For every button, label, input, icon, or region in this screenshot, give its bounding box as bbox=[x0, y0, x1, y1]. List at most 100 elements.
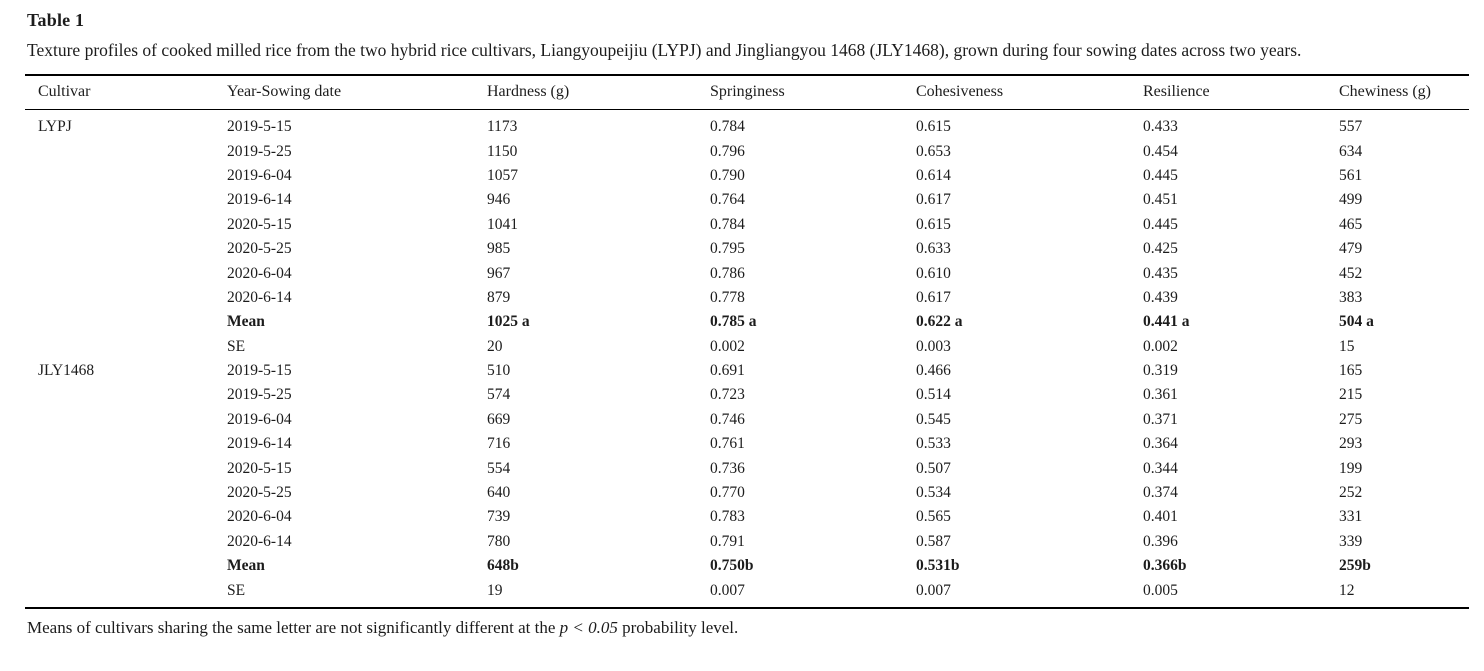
table-cell: 19 bbox=[487, 581, 503, 599]
table-cell: 20 bbox=[487, 337, 503, 355]
table-cell: 0.441 a bbox=[1143, 313, 1190, 331]
table-cell: 2019-6-14 bbox=[227, 435, 292, 453]
table-cell bbox=[25, 164, 214, 188]
table-cell: 259b bbox=[1339, 557, 1371, 575]
table-cell: 0.778 bbox=[710, 288, 745, 306]
table-row: 2019-6-14 716 0.761 0.533 0.364 293 bbox=[25, 432, 1469, 456]
table-cell: 0.435 bbox=[1143, 264, 1178, 282]
table-cell: 554 bbox=[487, 459, 511, 477]
column-header: Year-Sowing date bbox=[214, 75, 474, 110]
table-cell: 0.653 bbox=[916, 142, 951, 160]
table-cell: 2020-6-14 bbox=[227, 288, 292, 306]
table-cell: 946 bbox=[487, 191, 511, 209]
table-row: Mean 648b 0.750b 0.531b 0.366b 259b bbox=[25, 554, 1469, 578]
table-row: 2020-6-04 739 0.783 0.565 0.401 331 bbox=[25, 505, 1469, 529]
table-cell: 504 a bbox=[1339, 313, 1374, 331]
table-cell: 0.786 bbox=[710, 264, 745, 282]
table-cell: 0.784 bbox=[710, 118, 745, 136]
table-cell: 0.454 bbox=[1143, 142, 1178, 160]
table-cell: 0.361 bbox=[1143, 386, 1178, 404]
table-cell: 0.796 bbox=[710, 142, 745, 160]
table-number-title: Table 1 bbox=[27, 10, 85, 30]
table-cell: LYPJ bbox=[38, 118, 72, 136]
table-cell: 479 bbox=[1339, 240, 1363, 258]
table-cell: 2020-6-04 bbox=[227, 264, 292, 282]
table-row: 2019-5-25 1150 0.796 0.653 0.454 634 bbox=[25, 139, 1469, 163]
table-cell: 0.514 bbox=[916, 386, 951, 404]
table-cell: 252 bbox=[1339, 484, 1363, 502]
table-row: Mean 1025 a 0.785 a 0.622 a 0.441 a 504 a bbox=[25, 310, 1469, 334]
table-cell: 985 bbox=[487, 240, 511, 258]
footnote-text-suffix: probability level. bbox=[617, 617, 739, 637]
table-cell: 0.617 bbox=[916, 191, 951, 209]
table-cell: 293 bbox=[1339, 435, 1363, 453]
table-cell: 0.003 bbox=[916, 337, 951, 355]
table-cell: 199 bbox=[1339, 459, 1363, 477]
table-cell bbox=[25, 432, 214, 456]
table-cell bbox=[25, 383, 214, 407]
table-cell: 0.795 bbox=[710, 240, 745, 258]
table-cell: 0.445 bbox=[1143, 215, 1178, 233]
table-cell: 0.764 bbox=[710, 191, 745, 209]
table-cell: 1057 bbox=[487, 166, 518, 184]
table-cell: 383 bbox=[1339, 288, 1363, 306]
table-cell: 0.433 bbox=[1143, 118, 1178, 136]
table-row: 2020-5-25 985 0.795 0.633 0.425 479 bbox=[25, 237, 1469, 261]
table-row: 2019-6-04 1057 0.790 0.614 0.445 561 bbox=[25, 164, 1469, 188]
footnote-p-value: p < 0.05 bbox=[559, 617, 618, 637]
table-cell bbox=[25, 286, 214, 310]
table-cell: 0.366b bbox=[1143, 557, 1187, 575]
table-cell: 331 bbox=[1339, 508, 1363, 526]
table-cell: 2020-6-04 bbox=[227, 508, 292, 526]
table-cell: 165 bbox=[1339, 362, 1363, 380]
table-cell bbox=[25, 335, 214, 359]
table-cell bbox=[25, 456, 214, 480]
table-cell: 561 bbox=[1339, 166, 1363, 184]
table-row: LYPJ 2019-5-15 1173 0.784 0.615 0.433 557 bbox=[25, 110, 1469, 140]
table-cell bbox=[25, 481, 214, 505]
table-cell: 0.534 bbox=[916, 484, 951, 502]
table-cell: 2019-5-25 bbox=[227, 386, 292, 404]
table-cell bbox=[25, 578, 214, 607]
table-cell: 339 bbox=[1339, 532, 1363, 550]
table-cell: 0.565 bbox=[916, 508, 951, 526]
table-cell: 879 bbox=[487, 288, 511, 306]
table-cell bbox=[25, 261, 214, 285]
table-cell: 0.633 bbox=[916, 240, 951, 258]
table-row: 2019-6-04 669 0.746 0.545 0.371 275 bbox=[25, 408, 1469, 432]
table-cell: 499 bbox=[1339, 191, 1363, 209]
table-cell: 739 bbox=[487, 508, 511, 526]
table-cell: SE bbox=[227, 581, 246, 599]
table-cell bbox=[25, 408, 214, 432]
table-cell: 0.425 bbox=[1143, 240, 1178, 258]
table-row: 2020-6-14 879 0.778 0.617 0.439 383 bbox=[25, 286, 1469, 310]
column-header: Springiness bbox=[697, 75, 903, 110]
table-cell: 0.610 bbox=[916, 264, 951, 282]
table-cell: 0.531b bbox=[916, 557, 960, 575]
table-cell: Mean bbox=[227, 313, 265, 331]
table-cell: 634 bbox=[1339, 142, 1363, 160]
table-cell: 0.622 a bbox=[916, 313, 963, 331]
table-cell: 0.723 bbox=[710, 386, 745, 404]
table-cell: 215 bbox=[1339, 386, 1363, 404]
table-cell bbox=[25, 213, 214, 237]
table-cell: 452 bbox=[1339, 264, 1363, 282]
column-header: Resilience bbox=[1130, 75, 1326, 110]
table-cell: 0.785 a bbox=[710, 313, 757, 331]
table-cell: 0.533 bbox=[916, 435, 951, 453]
table-row: 2020-5-15 554 0.736 0.507 0.344 199 bbox=[25, 456, 1469, 480]
table-cell: 2019-6-04 bbox=[227, 410, 292, 428]
table-cell: 2020-6-14 bbox=[227, 532, 292, 550]
table-cell: 967 bbox=[487, 264, 511, 282]
table-cell: 0.615 bbox=[916, 215, 951, 233]
table-cell: 0.615 bbox=[916, 118, 951, 136]
table-cell: 2019-6-14 bbox=[227, 191, 292, 209]
column-header: Hardness (g) bbox=[474, 75, 697, 110]
table-caption: Texture profiles of cooked milled rice f… bbox=[27, 40, 1302, 60]
table-row: 2020-5-25 640 0.770 0.534 0.374 252 bbox=[25, 481, 1469, 505]
table-cell: 0.007 bbox=[916, 581, 951, 599]
table-row: 2020-6-14 780 0.791 0.587 0.396 339 bbox=[25, 530, 1469, 554]
table-cell: 2020-5-15 bbox=[227, 215, 292, 233]
table-cell: 0.736 bbox=[710, 459, 745, 477]
table-cell: 0.445 bbox=[1143, 166, 1178, 184]
